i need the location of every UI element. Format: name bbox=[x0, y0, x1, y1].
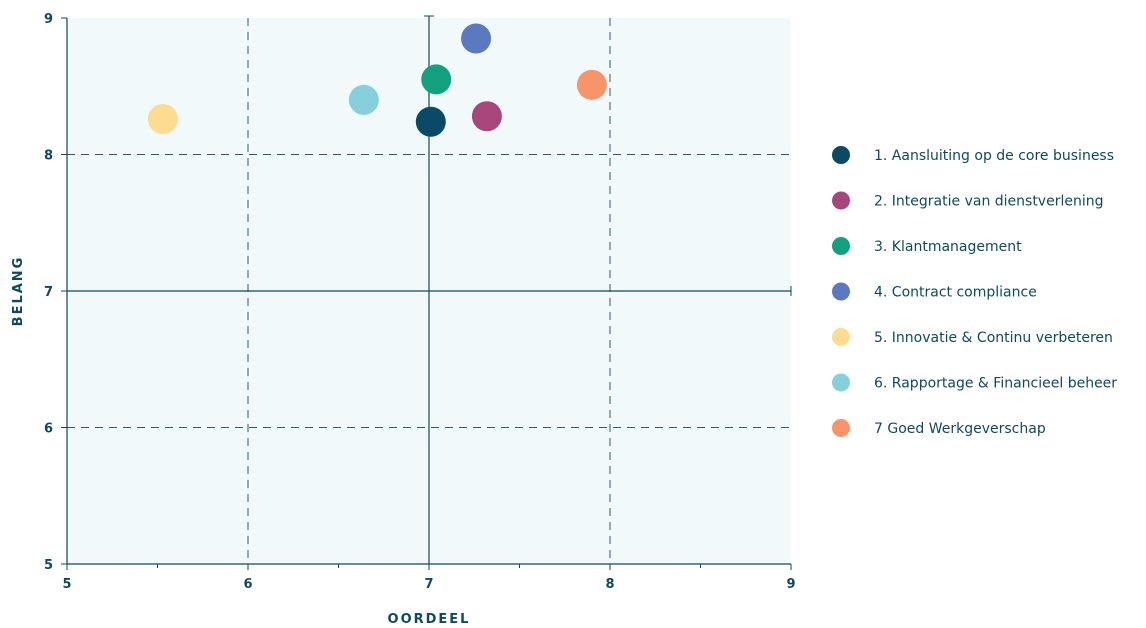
data-point-3 bbox=[421, 64, 452, 95]
x-tick-labels: 5 6 7 8 9 bbox=[62, 577, 795, 592]
data-point-2 bbox=[471, 101, 502, 132]
legend-label-6: 6. Rapportage & Financieel beheer bbox=[874, 376, 1117, 392]
legend-marker-2 bbox=[832, 191, 850, 210]
legend-marker-5 bbox=[832, 328, 850, 346]
x-tick-label: 9 bbox=[786, 577, 795, 592]
x-tick-label: 7 bbox=[424, 577, 433, 592]
legend-label-1: 1. Aansluiting op de core business bbox=[874, 148, 1114, 164]
legend: 1. Aansluiting op de core business 2. Int… bbox=[832, 146, 1117, 437]
y-tick-label: 7 bbox=[44, 285, 53, 300]
data-point-6 bbox=[348, 84, 379, 115]
legend-marker-1 bbox=[832, 146, 850, 164]
y-tick-label: 8 bbox=[44, 149, 53, 164]
x-axis-title: OORDEEL bbox=[388, 612, 471, 627]
x-tick-label: 6 bbox=[243, 577, 252, 592]
y-tick-label: 6 bbox=[44, 422, 53, 437]
x-tick-label: 5 bbox=[62, 577, 71, 592]
data-point-5 bbox=[147, 104, 178, 135]
data-point-1 bbox=[415, 106, 446, 137]
data-points bbox=[147, 23, 607, 137]
legend-label-4: 4. Contract compliance bbox=[874, 285, 1037, 301]
data-point-7 bbox=[576, 69, 607, 100]
x-tick-label: 8 bbox=[605, 577, 614, 592]
y-tick-label: 9 bbox=[44, 12, 53, 27]
y-tick-labels: 5 6 7 8 9 bbox=[44, 12, 53, 573]
legend-label-5: 5. Innovatie & Continu verbeteren bbox=[874, 330, 1113, 346]
data-point-4 bbox=[461, 23, 492, 54]
legend-marker-6 bbox=[832, 373, 850, 392]
y-tick-label: 5 bbox=[44, 558, 53, 573]
legend-marker-7 bbox=[832, 419, 850, 437]
y-axis-title: BELANG bbox=[11, 256, 26, 327]
legend-label-3: 3. Klantmanagement bbox=[874, 239, 1022, 255]
legend-marker-4 bbox=[832, 282, 850, 301]
legend-label-7: 7 Goed Werkgeverschap bbox=[874, 421, 1046, 437]
legend-label-2: 2. Integratie van dienstverlening bbox=[874, 194, 1104, 210]
legend-marker-3 bbox=[832, 237, 850, 255]
